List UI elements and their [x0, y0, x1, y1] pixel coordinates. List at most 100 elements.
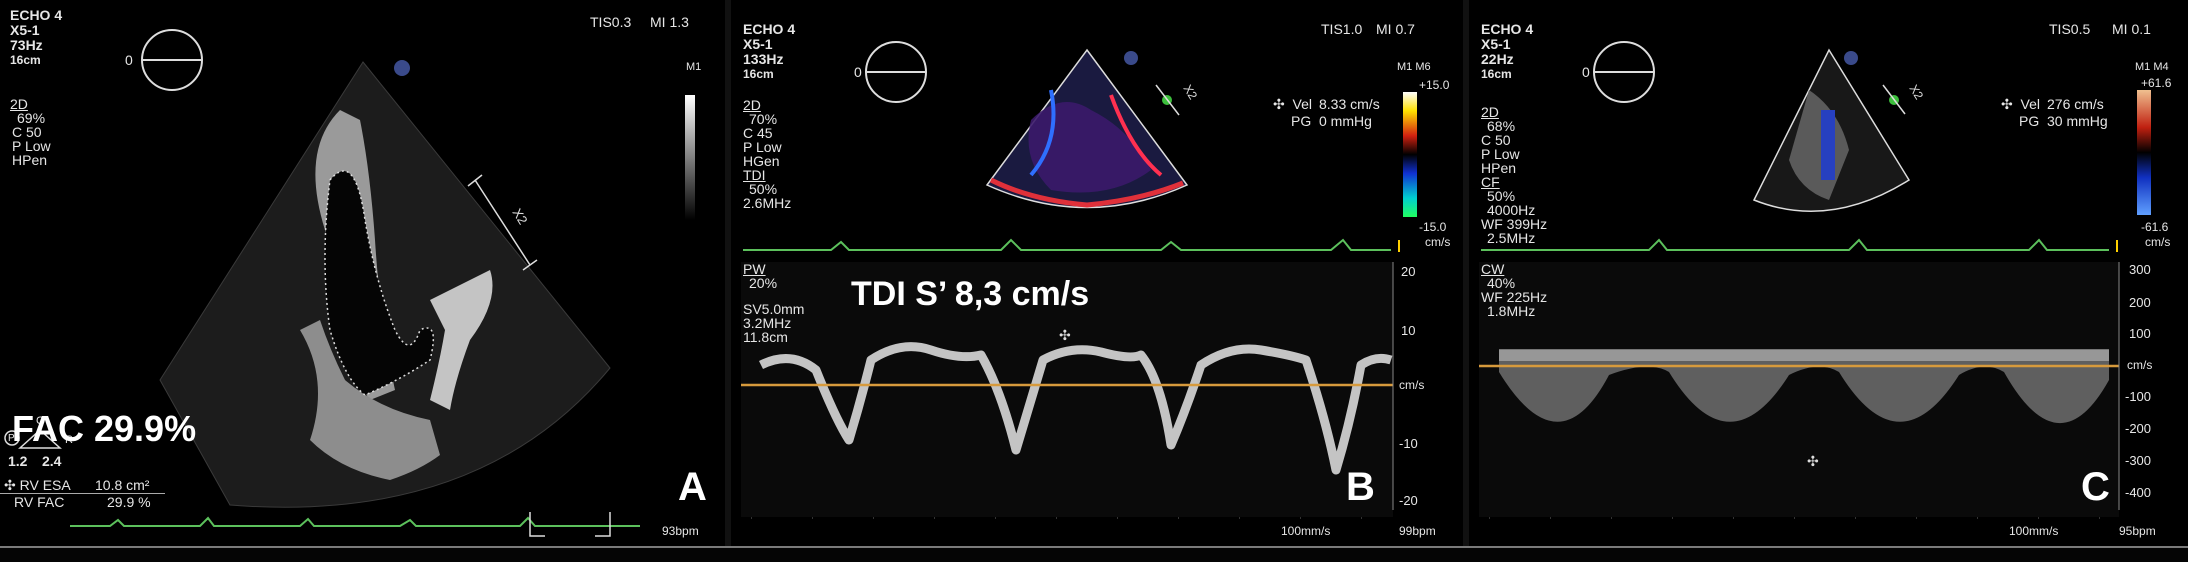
heart-rate: 99bpm: [1399, 524, 1436, 538]
probe-label: X5-1: [10, 22, 40, 38]
orientation-triangle-icon: [18, 428, 62, 449]
cf-wf: WF 399Hz: [1481, 216, 1548, 232]
scale-unit: cm/s: [2145, 235, 2171, 249]
scale-bottom: -61.6: [2141, 220, 2169, 234]
tdi-color-scale: [1403, 92, 1417, 217]
ecg-trace: [1481, 238, 2109, 251]
freq-value: HPen: [1481, 160, 1517, 176]
frame-rate: 133Hz: [743, 51, 784, 67]
bottom-border: [0, 546, 2188, 562]
power-value: P Low: [1481, 146, 1520, 162]
panel-c-cw-doppler: X2 ✣ ECHO 4 X5-1 22Hz 16cm 0 TIS0.5 MI 0…: [1469, 0, 2188, 546]
panel-a-2d-echo: X2 ECHO 4 X5-1 73Hz 16cm 0 TIS0.3 MI 1.3…: [0, 0, 725, 546]
tdi-gain: 50%: [749, 181, 778, 197]
pg-label: PG: [2019, 113, 2040, 129]
orient-r: R: [65, 434, 73, 446]
fac-annotation: FAC 29.9%: [12, 408, 197, 449]
ecg-trace: [743, 238, 1391, 251]
ecg-trace: [70, 516, 640, 527]
map-label: M1 M6: [1397, 61, 1431, 73]
p-marker-icon: [1124, 51, 1138, 65]
doppler-gain: 20%: [749, 275, 778, 291]
map-label: M1: [686, 61, 702, 73]
axis-tick: -100: [2125, 389, 2152, 404]
pg-label: PG: [1291, 113, 1312, 129]
sweep-speed: 100mm/s: [2009, 524, 2059, 538]
tis-label: TIS1.0: [1321, 21, 1363, 37]
mi-label: MI 1.3: [650, 14, 689, 30]
contrast-value: C 45: [743, 125, 773, 141]
axis-tick: -10: [1399, 436, 1418, 451]
heart-rate: 93bpm: [662, 524, 699, 538]
map-label: M1 M4: [2135, 61, 2169, 73]
gain-value: 70%: [749, 111, 778, 127]
freq-value: HGen: [743, 153, 780, 169]
cf-gain: 50%: [1487, 188, 1516, 204]
tis-label: TIS0.3: [590, 14, 632, 30]
axis-tick: 20: [1401, 264, 1416, 279]
cf-prf: 4000Hz: [1487, 202, 1536, 218]
axis-tick: 300: [2129, 262, 2151, 277]
pg-value: 30 mmHg: [2047, 113, 2108, 129]
gain-value: 68%: [1487, 118, 1516, 134]
pg-value: 0 mmHg: [1319, 113, 1372, 129]
frame-rate: 22Hz: [1481, 51, 1514, 67]
header-title: ECHO 4: [743, 21, 796, 37]
measure-value-1: 10.8 cm²: [95, 477, 150, 493]
header-title: ECHO 4: [1481, 21, 1534, 37]
mi-label: MI 0.1: [2112, 21, 2151, 37]
probe-label: X5-1: [1481, 36, 1511, 52]
axis-tick: -20: [1399, 493, 1418, 508]
orient-val2: 2.4: [42, 453, 62, 469]
sample-volume: SV5.0mm: [743, 301, 805, 317]
orient-val1: 1.2: [8, 453, 28, 469]
scale-top: +15.0: [1419, 78, 1450, 92]
axis-tick: cm/s: [1399, 378, 1425, 392]
panel-c-image: X2 ✣: [1479, 41, 2151, 519]
svg-text:X2: X2: [1180, 82, 1200, 102]
scale-top: +61.6: [2141, 76, 2172, 90]
depth: 16cm: [1481, 67, 1512, 81]
doppler-mode: CW: [1481, 261, 1505, 277]
depth: 16cm: [743, 67, 774, 81]
doppler-wf: WF 225Hz: [1481, 289, 1548, 305]
svg-text:X2: X2: [509, 206, 530, 227]
svg-text:✣: ✣: [1807, 453, 1819, 469]
axis-tick: 100: [2129, 326, 2151, 341]
contrast-value: C 50: [12, 124, 42, 140]
measure-row-1: ✣ RV ESA: [4, 477, 71, 493]
vel-value: 276 cm/s: [2047, 96, 2104, 112]
measure-value-2: 29.9 %: [107, 494, 151, 510]
svg-text:X2: X2: [1906, 82, 1926, 102]
orient-p: P: [8, 433, 15, 444]
sweep-speed: 100mm/s: [1281, 524, 1331, 538]
cf-freq: 2.5MHz: [1487, 230, 1536, 246]
doppler-freq: 3.2MHz: [743, 315, 792, 331]
scale-unit: cm/s: [1425, 235, 1451, 249]
gain-value: 69%: [17, 110, 46, 126]
freq-value: HPen: [12, 152, 48, 168]
mode-label: 2D: [10, 96, 28, 112]
tdi-freq: 2.6MHz: [743, 195, 792, 211]
axis-tick: -300: [2125, 453, 2152, 468]
tdi-label: TDI: [743, 167, 766, 183]
panel-a-image: X2: [4, 29, 695, 537]
svg-text:✣: ✣: [1059, 327, 1071, 343]
mode-label: 2D: [1481, 104, 1499, 120]
vel-value: 8.33 cm/s: [1319, 96, 1380, 112]
cf-color-scale: [2137, 90, 2151, 215]
axis-tick: cm/s: [2127, 358, 2153, 372]
panel-letter-c: C: [2081, 465, 2110, 509]
vel-row: ✣ Vel: [2001, 96, 2040, 112]
probe-label: X5-1: [743, 36, 773, 52]
axis-tick: 200: [2129, 295, 2151, 310]
greyscale-bar: [685, 95, 695, 220]
doppler-freq: 1.8MHz: [1487, 303, 1536, 319]
p-marker-icon: [1844, 51, 1858, 65]
axis-tick: -400: [2125, 485, 2152, 500]
panel-letter-a: A: [678, 465, 707, 509]
doppler-mode: PW: [743, 261, 766, 277]
power-value: P Low: [743, 139, 782, 155]
tdi-spectral-trace: [758, 342, 1393, 475]
frame-rate: 73Hz: [10, 37, 43, 53]
